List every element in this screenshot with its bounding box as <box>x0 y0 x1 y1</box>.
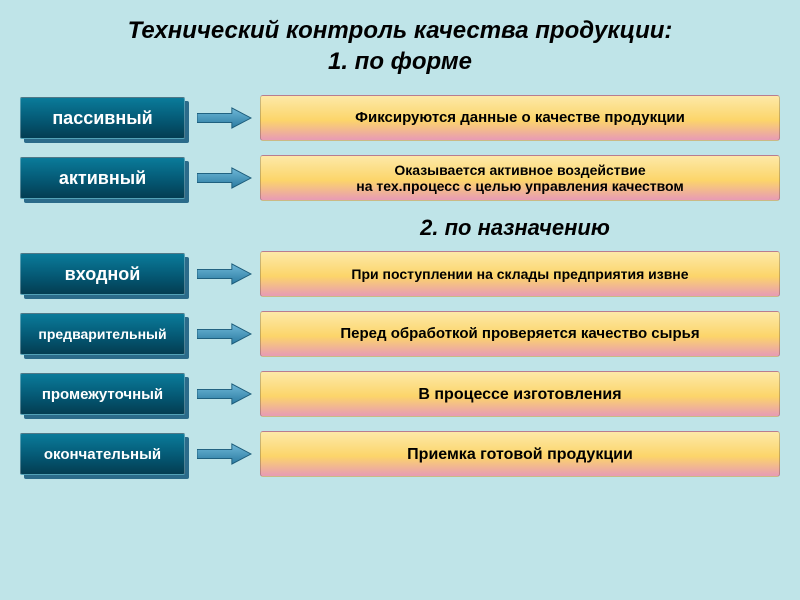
arrow-icon <box>197 323 252 345</box>
arrow-icon <box>197 107 252 129</box>
description-box: Оказывается активное воздействиена тех.п… <box>260 155 780 201</box>
subtitle-by-purpose: 2. по назначению <box>250 215 780 241</box>
category-label: окончательный <box>20 433 185 475</box>
category-label-wrap: активный <box>20 157 185 199</box>
category-label-wrap: промежуточный <box>20 373 185 415</box>
arrow-icon <box>197 167 252 189</box>
category-label: входной <box>20 253 185 295</box>
main-title: Технический контроль качества продукции:… <box>20 15 780 77</box>
category-label-wrap: окончательный <box>20 433 185 475</box>
group-by-purpose: входной При поступлении на склады предпр… <box>20 251 780 477</box>
description-box: Фиксируются данные о качестве продукции <box>260 95 780 141</box>
description-box: Приемка готовой продукции <box>260 431 780 477</box>
description-box: В процессе изготовления <box>260 371 780 417</box>
diagram-row: промежуточный В процессе изготовления <box>20 371 780 417</box>
category-label: активный <box>20 157 185 199</box>
category-label-wrap: предварительный <box>20 313 185 355</box>
category-label: пассивный <box>20 97 185 139</box>
category-label: предварительный <box>20 313 185 355</box>
arrow-icon <box>197 443 252 465</box>
group-by-form: пассивный Фиксируются данные о качестве … <box>20 95 780 201</box>
description-box: При поступлении на склады предприятия из… <box>260 251 780 297</box>
description-box: Перед обработкой проверяется качество сы… <box>260 311 780 357</box>
category-label-wrap: входной <box>20 253 185 295</box>
diagram-row: активный Оказывается активное воздействи… <box>20 155 780 201</box>
category-label-wrap: пассивный <box>20 97 185 139</box>
diagram-row: окончательный Приемка готовой продукции <box>20 431 780 477</box>
arrow-icon <box>197 263 252 285</box>
arrow-icon <box>197 383 252 405</box>
category-label: промежуточный <box>20 373 185 415</box>
diagram-row: пассивный Фиксируются данные о качестве … <box>20 95 780 141</box>
page-root: Технический контроль качества продукции:… <box>0 0 800 600</box>
diagram-row: входной При поступлении на склады предпр… <box>20 251 780 297</box>
diagram-row: предварительный Перед обработкой проверя… <box>20 311 780 357</box>
